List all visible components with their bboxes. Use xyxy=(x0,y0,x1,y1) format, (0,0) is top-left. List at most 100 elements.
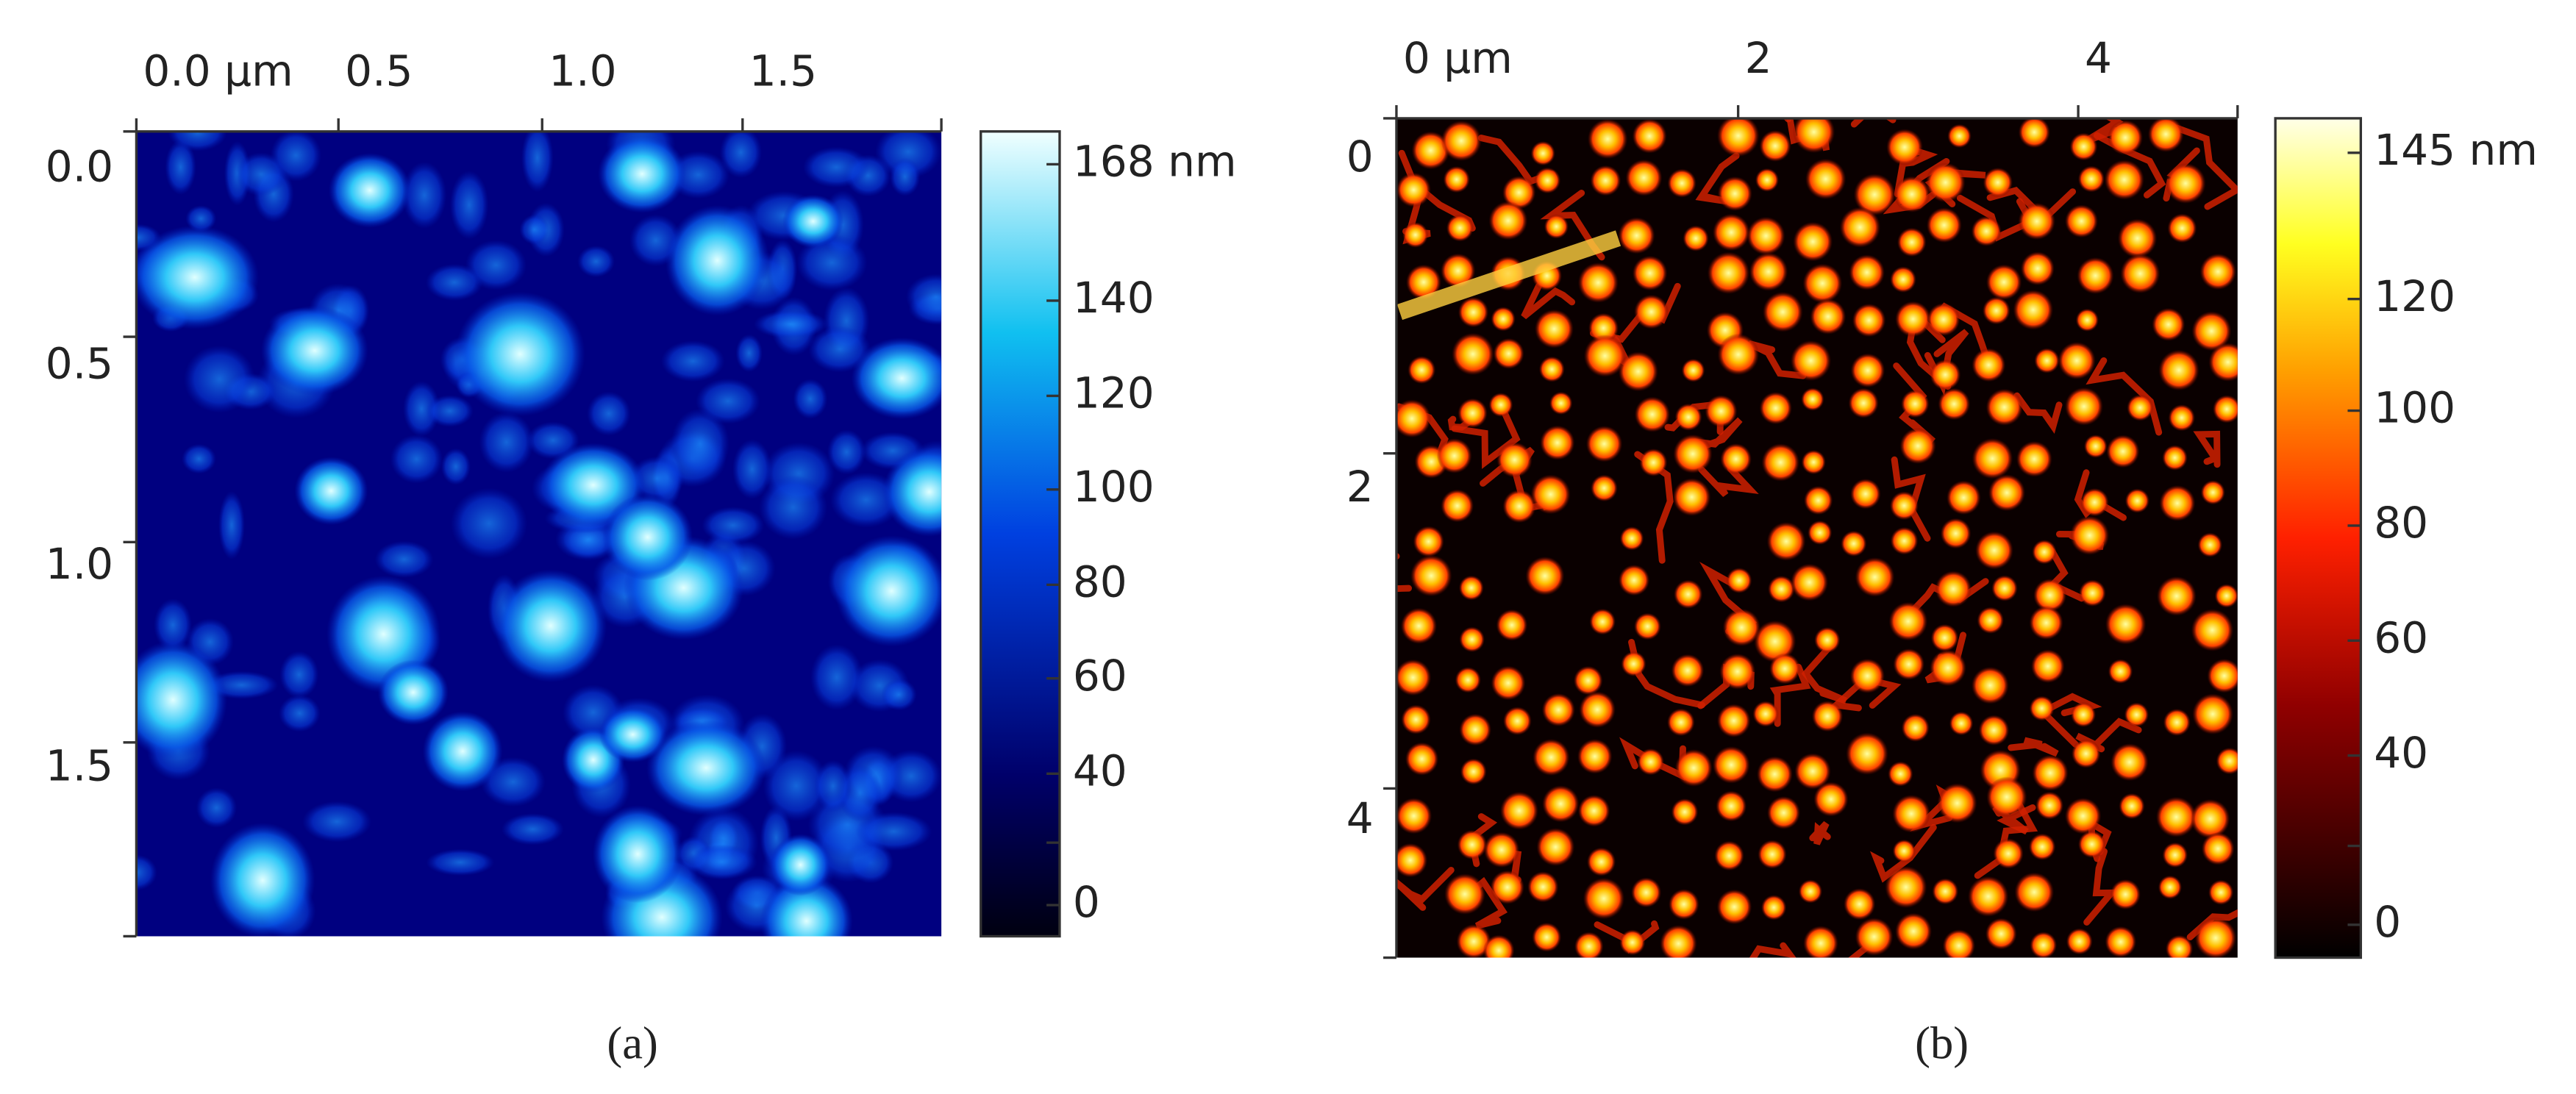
dot xyxy=(1411,131,1450,170)
colorbar-label: 100 xyxy=(2374,383,2455,433)
dot xyxy=(1993,838,2024,869)
dot xyxy=(1930,649,1966,687)
grain xyxy=(875,131,942,179)
grain xyxy=(759,475,828,540)
dot xyxy=(1714,840,1744,871)
colorbar-label: 120 xyxy=(2374,271,2455,321)
dot xyxy=(1441,253,1476,288)
dot xyxy=(1895,301,1931,337)
dot xyxy=(1978,715,2010,746)
dot xyxy=(2111,743,2149,782)
grain xyxy=(521,131,554,193)
dot xyxy=(1716,704,1751,738)
dot xyxy=(1890,526,1919,555)
dot xyxy=(1889,491,1919,521)
x-tick-label: 0 μm xyxy=(1403,33,1513,83)
dot xyxy=(1982,296,2011,325)
dot xyxy=(2077,830,2106,859)
grain xyxy=(454,291,585,417)
dot xyxy=(1496,442,1533,478)
dot xyxy=(1407,356,1436,385)
dot xyxy=(2069,132,2098,161)
dot xyxy=(1754,620,1797,663)
dot xyxy=(1762,291,1803,332)
dot xyxy=(1541,693,1576,727)
grain xyxy=(881,679,917,711)
x-tick-label: 4 xyxy=(2085,33,2112,83)
dot xyxy=(1940,518,1972,549)
grain xyxy=(599,707,667,762)
dot xyxy=(1972,437,2013,479)
worm xyxy=(1869,823,1937,883)
grain xyxy=(808,326,871,373)
grain xyxy=(671,408,729,479)
grain xyxy=(182,443,216,474)
dot xyxy=(1888,601,1928,641)
grain xyxy=(302,801,372,843)
grain xyxy=(279,694,321,732)
dot xyxy=(1810,298,1847,335)
panel-label: (a) xyxy=(607,1018,657,1069)
grain xyxy=(770,834,831,896)
grain xyxy=(855,812,932,851)
dot xyxy=(1632,118,1667,154)
grain xyxy=(835,535,942,647)
dot xyxy=(1747,216,1785,255)
dot xyxy=(2032,540,2057,565)
grain xyxy=(210,822,315,937)
colorbar-label: 80 xyxy=(1073,557,1127,607)
dot xyxy=(1544,214,1569,239)
dot xyxy=(1927,302,1960,337)
dot xyxy=(2152,307,2186,341)
grain xyxy=(685,844,757,880)
dot xyxy=(1768,575,1795,603)
dot xyxy=(2120,254,2161,294)
grain xyxy=(810,644,863,711)
x-tick-label: 2 xyxy=(1745,33,1772,83)
grain xyxy=(592,805,683,904)
dot xyxy=(1634,294,1669,329)
worm xyxy=(1521,282,1576,320)
dot xyxy=(1671,798,1699,826)
colorbar-label: 168 nm xyxy=(1073,137,1237,187)
dot xyxy=(1452,332,1494,376)
dot xyxy=(1811,700,1844,732)
dot xyxy=(2159,485,2196,521)
dot xyxy=(1674,403,1702,431)
dot xyxy=(1549,391,1573,415)
dot xyxy=(1925,162,1966,203)
y-tick-label: 4 xyxy=(1346,793,1374,843)
dot xyxy=(1766,796,1801,830)
grain xyxy=(329,153,411,228)
dot xyxy=(1444,873,1485,915)
dot xyxy=(1974,531,2013,570)
dot xyxy=(1977,607,2005,634)
y-tick-label: 0.5 xyxy=(46,338,113,388)
worm xyxy=(2086,357,2163,436)
dot xyxy=(1488,201,1528,240)
dot xyxy=(1534,167,1561,194)
grain xyxy=(294,457,368,526)
dot xyxy=(1722,608,1760,647)
dot xyxy=(2156,576,2197,616)
dot xyxy=(1756,756,1793,793)
dot xyxy=(1712,213,1750,251)
grain xyxy=(702,507,765,544)
dot xyxy=(2163,708,2191,737)
colorbar-label: 140 xyxy=(1073,273,1155,323)
worm xyxy=(2083,118,2124,145)
dot xyxy=(2214,584,2238,608)
dot xyxy=(2216,747,2238,775)
y-tick-label: 2 xyxy=(1346,462,1374,512)
colorbar-label: 0 xyxy=(1073,877,1100,927)
dot xyxy=(2208,343,2238,382)
dot xyxy=(2191,311,2232,351)
dot xyxy=(2199,253,2237,290)
worm xyxy=(1480,446,1535,507)
dot xyxy=(1534,309,1574,348)
worm xyxy=(1749,942,1797,958)
dot xyxy=(1705,395,1738,428)
dot xyxy=(1533,738,1570,776)
dot xyxy=(2165,162,2206,204)
